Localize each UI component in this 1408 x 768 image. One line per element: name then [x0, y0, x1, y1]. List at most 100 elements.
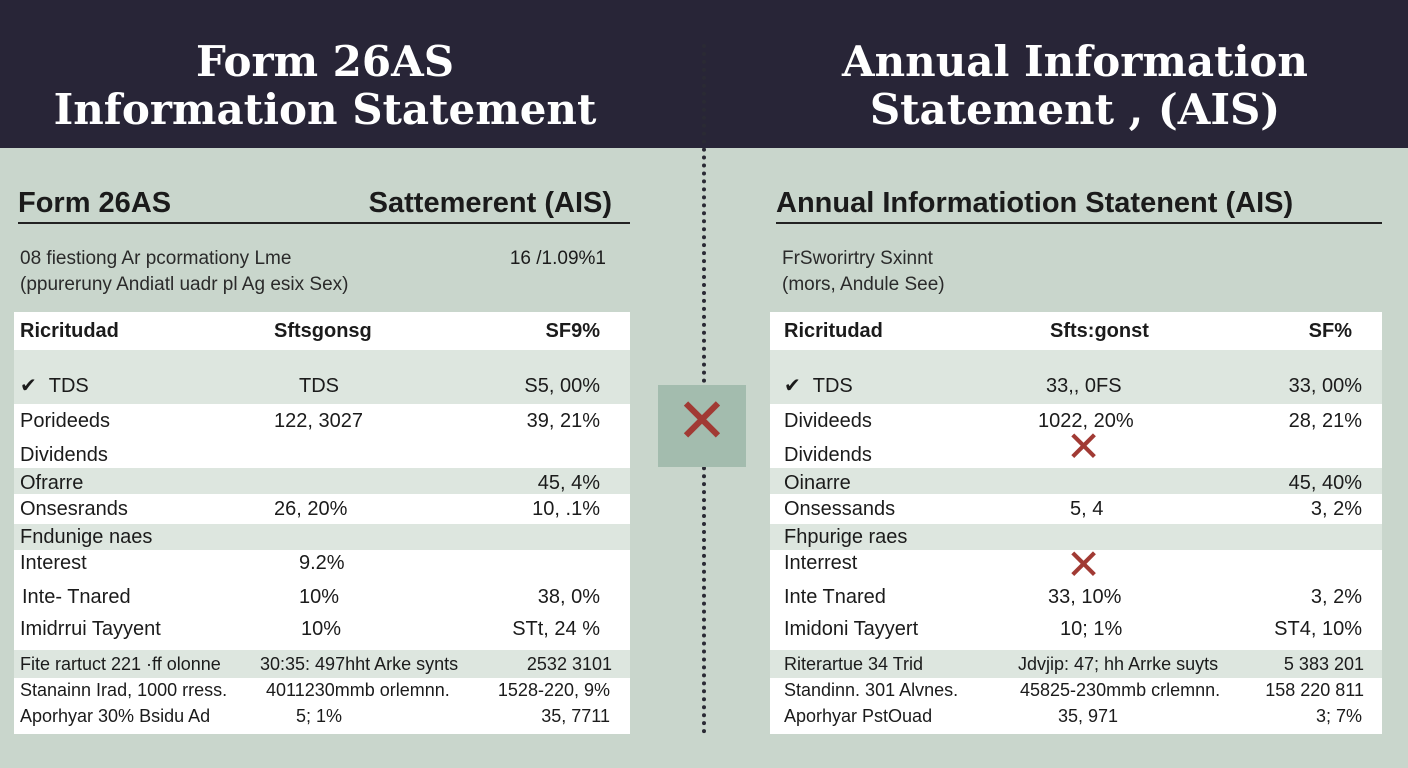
row-value: STt, 24 % — [512, 618, 600, 640]
table-row: ✔ TDS 33,, 0FS 33, 00% — [770, 350, 1382, 404]
row-value: 33, 00% — [1288, 375, 1362, 397]
ais-title-line2: Statement , (AIS) — [869, 85, 1281, 134]
table-row: Fhpurige raes — [770, 524, 1382, 550]
table-row: Riterartue 34 Trid Jdvjip: 47; hh Arrke … — [770, 650, 1382, 678]
row-label: Interest — [20, 552, 87, 574]
row-label: Ofrarre — [20, 472, 84, 494]
row-label: ✔ TDS — [784, 375, 853, 397]
row-label: ✔ TDS — [20, 375, 89, 397]
column-header: SF% — [1308, 320, 1352, 342]
row-mid: 26, 20% — [274, 498, 348, 520]
table-row: Onsessands 5, 4 3, 2% — [770, 494, 1382, 524]
row-mid: 45825-230mmb crlemnn. — [1020, 680, 1221, 700]
row-label: Dividends — [20, 444, 108, 466]
row-label: Onsessands — [784, 498, 896, 520]
form26as-title: Form 26AS Information Statement — [30, 38, 620, 134]
row-label: Aporhyar 30% Bsidu Ad — [20, 706, 211, 726]
row-value: 45, 4% — [537, 472, 600, 494]
column-header: Sftsgonsg — [274, 320, 372, 342]
comparison-badge: ✕ — [658, 385, 746, 467]
row-value: 3, 2% — [1310, 586, 1362, 608]
row-value: 38, 0% — [537, 586, 600, 608]
table-row: Interest 9.2% Inte- Tnared 10% 38, 0% Im… — [14, 550, 630, 650]
row-value: 45, 40% — [1288, 472, 1362, 494]
table-row: Fite rartuct 221 ·ff olonne 30:35: 497hh… — [14, 650, 630, 678]
row-mid: 5, 4 — [1070, 498, 1104, 520]
row-label: Oinarre — [784, 472, 851, 494]
ais-meta-line2: (mors, Andule See) — [782, 274, 945, 295]
row-value: 39, 21% — [526, 410, 600, 432]
form26as-title-line2: Information Statement — [53, 85, 597, 134]
row-value: 2532 3101 — [526, 654, 612, 674]
table-row: Oinarre 45, 40% — [770, 468, 1382, 494]
row-label: Dividends — [784, 444, 872, 466]
ais-title-line1: Annual Information — [842, 37, 1308, 86]
row-label: Divideeds — [784, 410, 872, 432]
form26as-meta-code: 16 /1.09%1 — [509, 248, 606, 269]
row-label: Interrest — [784, 552, 858, 574]
table-row: Divideeds 1022, 20% 28, 21% Dividends ✕ — [770, 404, 1382, 468]
column-header: Ricritudad — [20, 320, 119, 342]
row-mid: 10; 1% — [1060, 618, 1123, 640]
table-row: ✔ TDS TDS S5, 00% — [14, 350, 630, 404]
ais-heading-label: Annual Informatiotion Statenent (AIS) — [776, 187, 1294, 219]
row-mid: 10% — [301, 618, 342, 640]
form26as-heading-label: Form 26AS — [18, 187, 172, 219]
cross-icon: ✕ — [1066, 540, 1102, 589]
table-header-row: Ricritudad Sfts:gonst SF% — [770, 312, 1382, 350]
row-value: 5 383 201 — [1283, 654, 1364, 674]
row-label: Onsesrands — [20, 498, 128, 520]
form26as-heading: Form 26AS Sattemerent (AIS) — [18, 184, 630, 224]
row-label: Stanainn Irad, 1000 rress. — [20, 680, 228, 700]
form26as-meta: 08 fiestiong Ar pcormationy Lme (ppureru… — [20, 246, 348, 298]
cross-icon: ✕ — [1066, 422, 1102, 471]
row-mid: 30:35: 497hht Arke synts — [260, 654, 459, 674]
row-mid: 1022, 20% — [1038, 410, 1134, 432]
form26as-title-line1: Form 26AS — [195, 37, 455, 86]
cross-icon: ✕ — [676, 384, 728, 457]
column-header: Ricritudad — [784, 320, 883, 342]
row-label: Imidoni Tayyert — [784, 618, 919, 640]
table-header-row: Ricritudad Sftsgonsg SF9% — [14, 312, 630, 350]
row-mid: 9.2% — [299, 552, 345, 574]
check-icon: ✔ — [20, 375, 37, 397]
ais-meta-line1: FrSworirtry Sxinnt — [782, 248, 933, 269]
column-header: Sfts:gonst — [1050, 320, 1149, 342]
row-label: Fhpurige raes — [784, 526, 908, 548]
row-mid: TDS — [299, 375, 339, 397]
row-label: Fite rartuct 221 ·ff olonne — [20, 654, 221, 674]
row-mid: 10% — [299, 586, 340, 608]
row-mid: 35, 971 — [1058, 706, 1119, 726]
row-value: 158 220 811 — [1265, 680, 1364, 700]
check-icon: ✔ — [784, 375, 801, 397]
row-label: Standinn. 301 Alvnes. — [784, 680, 959, 700]
ais-heading: Annual Informatiotion Statenent (AIS) — [776, 184, 1382, 224]
table-row: Standinn. 301 Alvnes. 45825-230mmb crlem… — [770, 678, 1382, 734]
table-row: Onsesrands 26, 20% 10, .1% — [14, 494, 630, 524]
row-mid: 33,, 0FS — [1046, 375, 1122, 397]
title-banner: Form 26AS Information Statement Annual I… — [0, 0, 1408, 148]
table-row: Ofrarre 45, 4% — [14, 468, 630, 494]
form26as-meta-line2: (ppureruny Andiatl uadr pl Ag esix Sex) — [20, 274, 349, 295]
row-label: Aporhyar PstOuad — [784, 706, 933, 726]
row-label: Imidrrui Tayyent — [20, 618, 161, 640]
row-mid: 4011230mmb orlemnn. — [266, 680, 450, 700]
table-row: Fndunige naes — [14, 524, 630, 550]
row-value: 3, 2% — [1310, 498, 1362, 520]
row-value: 3; 7% — [1315, 706, 1362, 726]
row-value: S5, 00% — [524, 375, 600, 397]
row-value: 10, .1% — [532, 498, 600, 520]
column-header: SF9% — [545, 320, 600, 342]
row-label: Porideeds — [20, 410, 111, 432]
table-row: Porideeds 122, 3027 39, 21% Dividends — [14, 404, 630, 468]
form26as-meta-line1: 08 fiestiong Ar pcormationy Lme — [20, 248, 292, 269]
row-label: Inte Tnared — [784, 586, 886, 608]
ais-meta: FrSworirtry Sxinnt (mors, Andule See) — [782, 246, 945, 298]
row-mid: 122, 3027 — [274, 410, 363, 432]
row-label: Fndunige naes — [20, 526, 153, 548]
table-row: Stanainn Irad, 1000 rress. 4011230mmb or… — [14, 678, 630, 734]
form26as-heading-sub: Sattemerent (AIS) — [368, 187, 612, 219]
ais-title: Annual Information Statement , (AIS) — [770, 38, 1380, 134]
row-value: 28, 21% — [1288, 410, 1362, 432]
table-row: Interrest ✕ Inte Tnared 33, 10% 3, 2% Im… — [770, 544, 1382, 650]
